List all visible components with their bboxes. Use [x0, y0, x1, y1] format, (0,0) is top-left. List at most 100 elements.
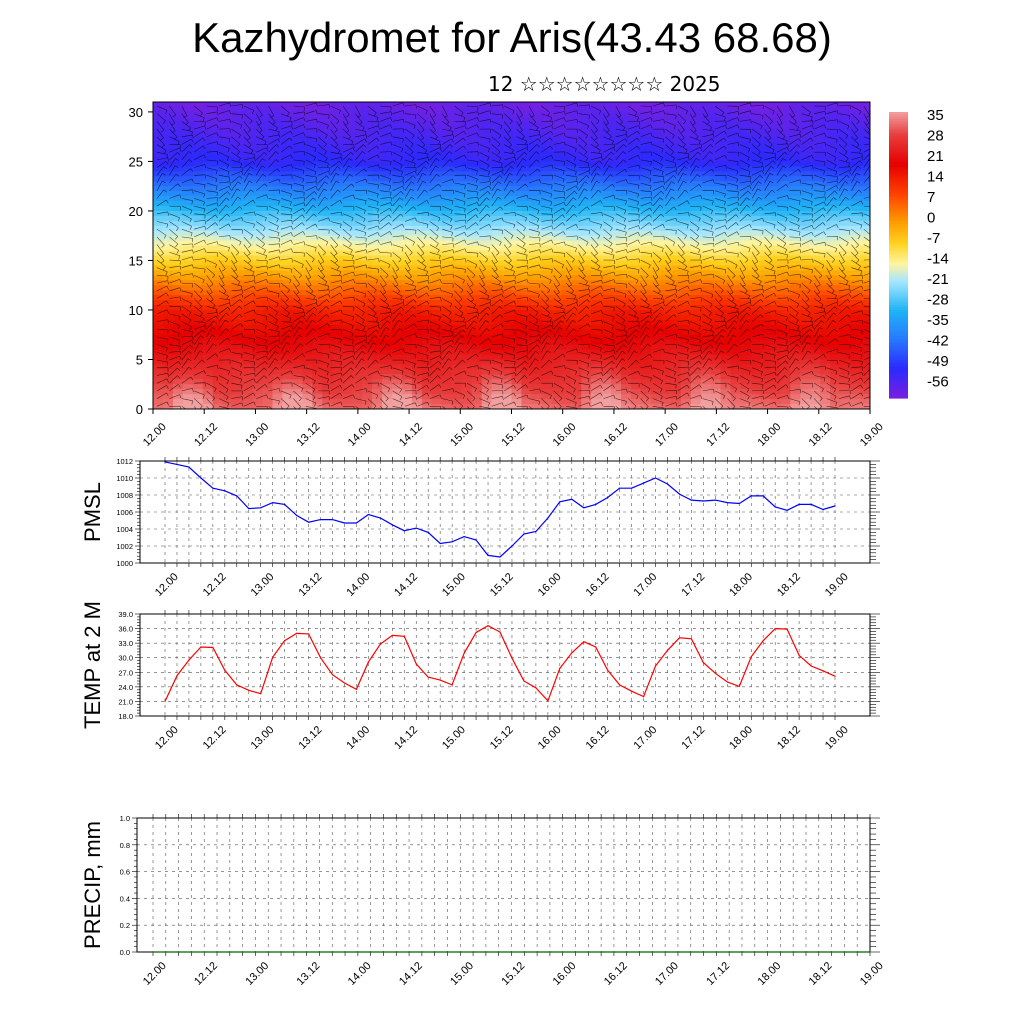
heatmap-cell: [800, 126, 811, 133]
heatmap-cell: [192, 240, 204, 247]
heatmap-cell: [780, 126, 791, 133]
heatmap-cell: [372, 319, 383, 326]
heatmap-cell: [640, 151, 652, 158]
heatmap-cell: [850, 295, 861, 301]
wind-barb: [218, 110, 230, 114]
heatmap-cell: [302, 176, 313, 182]
heatmap-cell: [611, 215, 622, 222]
heatmap-cell: [650, 240, 662, 247]
heatmap-cell: [810, 255, 821, 262]
heatmap-cell: [770, 359, 781, 366]
heatmap-cell: [332, 161, 343, 167]
heatmap-cell: [710, 230, 722, 237]
heatmap-cell: [541, 171, 552, 177]
heatmap-cell: [740, 374, 752, 380]
heatmap-cell: [820, 255, 831, 262]
heatmap-cell: [571, 210, 582, 217]
wind-barb-flag: [204, 248, 207, 253]
wind-barb-flag: [229, 302, 231, 307]
heatmap-cell: [531, 210, 542, 217]
heatmap-cell: [740, 394, 752, 400]
heatmap-cell: [730, 364, 742, 370]
heatmap-cell: [282, 300, 294, 306]
heatmap-cell: [441, 131, 453, 138]
heatmap-field: [153, 102, 870, 409]
heatmap-cell: [411, 290, 423, 296]
heatmap-cell: [212, 359, 224, 366]
heatmap-cell: [501, 305, 513, 311]
heatmap-cell: [252, 131, 264, 138]
heatmap-cell: [750, 111, 762, 118]
wind-barb: [156, 300, 167, 307]
heatmap-cell: [551, 205, 562, 212]
heatmap-cell: [601, 359, 612, 366]
heatmap-cell: [153, 151, 164, 158]
heatmap-cell: [551, 176, 562, 182]
heatmap-cell: [660, 196, 672, 202]
heatmap-cell: [700, 151, 712, 158]
heatmap-cell: [501, 176, 513, 182]
heatmap-cell: [441, 270, 453, 276]
heatmap-cell: [571, 309, 582, 316]
heatmap-cell: [581, 176, 592, 182]
heatmap-cell: [650, 300, 662, 306]
heatmap-cell: [820, 146, 831, 153]
heatmap-cell: [750, 106, 762, 113]
heatmap-cell: [840, 379, 851, 385]
heatmap-cell: [242, 250, 254, 257]
heatmap-cell: [860, 240, 870, 247]
heatmap-cell: [172, 369, 184, 375]
wind-barb-flag: [160, 137, 164, 141]
heatmap-cell: [312, 106, 323, 113]
heatmap-cell: [362, 305, 373, 311]
heatmap-cell: [242, 161, 254, 167]
heatmap-cell: [820, 215, 831, 222]
heatmap-cell: [621, 171, 632, 177]
heatmap-cell: [451, 106, 463, 113]
heatmap-cell: [332, 176, 343, 182]
heatmap-cell: [860, 245, 870, 252]
heatmap-cell: [591, 394, 602, 400]
heatmap-cell: [481, 191, 493, 197]
heatmap-cell: [770, 270, 781, 276]
wind-barb: [156, 228, 167, 236]
heatmap-cell: [491, 354, 503, 361]
heatmap-cell: [421, 126, 433, 133]
heatmap-cell: [660, 131, 672, 138]
heatmap-cell: [551, 136, 562, 143]
wind-barb: [218, 128, 231, 130]
heatmap-cell: [232, 260, 244, 266]
heatmap-cell: [372, 339, 383, 346]
wind-barb: [194, 190, 205, 195]
heatmap-cell: [700, 285, 712, 291]
heatmap-cell: [640, 215, 652, 222]
heatmap-cell: [810, 379, 821, 385]
heatmap-cell: [511, 171, 523, 177]
heatmap-cell: [401, 334, 413, 341]
heatmap-cell: [212, 225, 224, 232]
heatmap-cell: [680, 126, 692, 133]
heatmap-cell: [611, 205, 622, 212]
wind-barb: [169, 287, 180, 292]
heatmap-cell: [790, 339, 801, 346]
heatmap-cell: [840, 181, 851, 187]
heatmap-cell: [830, 215, 841, 222]
heatmap-cell: [750, 384, 762, 390]
heatmap-cell: [362, 116, 373, 123]
heatmap-cell: [840, 136, 851, 143]
heatmap-cell: [631, 176, 642, 182]
heatmap-cell: [411, 141, 423, 148]
heatmap-cell: [262, 319, 274, 326]
heatmap-cell: [182, 349, 194, 356]
heatmap-cell: [790, 319, 801, 326]
heatmap-cell: [352, 394, 363, 400]
heatmap-cell: [242, 389, 254, 395]
wind-barb-flag: [227, 148, 230, 152]
wind-barb-flag: [239, 241, 242, 246]
heatmap-cell: [710, 126, 722, 133]
heatmap-cell: [840, 176, 851, 182]
heatmap-cell: [750, 285, 762, 291]
heatmap-cell: [730, 319, 742, 326]
heatmap-cell: [770, 136, 781, 143]
heatmap-cell: [162, 240, 174, 247]
